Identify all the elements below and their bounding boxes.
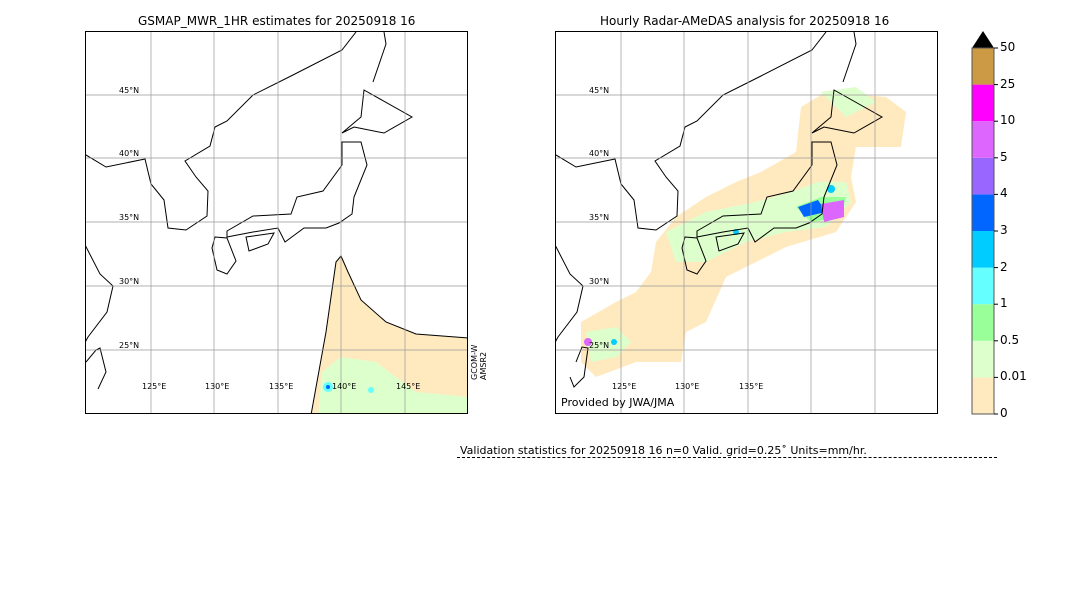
colorbar-segment (972, 377, 994, 414)
lat-label: 25°N (589, 341, 610, 350)
colorbar-tick-label: 0.5 (1000, 332, 1020, 347)
colorbar-tick-label: 50 (1000, 40, 1016, 54)
validation-statistics: Validation statistics for 20250918 16 n=… (460, 444, 867, 457)
right-map-title: Hourly Radar-AMeDAS analysis for 2025091… (600, 14, 890, 28)
precip-cell (611, 339, 617, 345)
precip-light-area (586, 327, 631, 362)
colorbar-tick-label: 3 (1000, 223, 1008, 237)
precip-cell (326, 385, 330, 389)
gridlines (86, 32, 467, 413)
lon-label: 125°E (612, 382, 637, 391)
data-credit: Provided by JWA/JMA (561, 396, 675, 409)
coastlines (86, 32, 414, 390)
lat-label: 40°N (589, 149, 610, 158)
lat-label: 35°N (119, 213, 140, 222)
colorbar-segment (972, 48, 994, 85)
colorbar-segment (972, 157, 994, 195)
colorbar-tick-label: 2 (1000, 259, 1008, 274)
sensor-name: AMSR2 (479, 351, 488, 380)
colorbar-tick-label: 25 (1000, 76, 1016, 91)
lat-label: 30°N (589, 277, 610, 286)
colorbar-segment (972, 84, 994, 122)
radar-canvas (556, 32, 937, 413)
colorbar (971, 31, 998, 415)
lat-label: 30°N (119, 277, 140, 286)
lon-label: 130°E (205, 382, 230, 391)
radar-amedas-map: 45°N 40°N 35°N 30°N 25°N 125°E 130°E 135… (555, 31, 938, 414)
colorbar-tick-label: 0 (1000, 406, 1008, 420)
dashed-divider (457, 457, 997, 458)
gridlines (556, 32, 937, 413)
lat-label: 45°N (589, 86, 610, 95)
lat-label: 25°N (119, 341, 140, 350)
gsmap-map: 45°N 40°N 35°N 30°N 25°N 125°E 130°E 135… (85, 31, 468, 414)
lon-label: 135°E (269, 382, 294, 391)
left-map-title: GSMAP_MWR_1HR estimates for 20250918 16 (138, 14, 416, 28)
colorbar-tick-label: 5 (1000, 149, 1008, 164)
colorbar-tick-label: 10 (1000, 113, 1016, 128)
lat-label: 35°N (589, 213, 610, 222)
precip-very-heavy (821, 200, 844, 222)
lat-label: 45°N (119, 86, 140, 95)
precip-cell (368, 387, 374, 393)
colorbar-segment (972, 231, 994, 268)
colorbar-segment (972, 304, 994, 341)
lon-label: 140°E (332, 382, 357, 391)
colorbar-extend-arrow (972, 31, 994, 48)
colorbar-segment (972, 194, 994, 231)
colorbar-segment (972, 340, 994, 378)
lon-label: 125°E (142, 382, 167, 391)
precip-light-area (821, 87, 876, 117)
precip-cell (584, 338, 592, 346)
colorbar-tick-label: 1 (1000, 296, 1008, 311)
precip-light-area (318, 357, 467, 413)
lat-label: 40°N (119, 149, 140, 158)
colorbar-tick-label: 4 (1000, 186, 1008, 201)
colorbar-segment (972, 121, 994, 158)
precip-cell (827, 185, 835, 193)
satellite-label: GCOM-W AMSR2 (470, 345, 488, 380)
precip-heavy (798, 200, 826, 217)
satellite-name: GCOM-W (470, 344, 479, 380)
colorbar-segment (972, 267, 994, 305)
lon-label: 145°E (396, 382, 421, 391)
lon-label: 135°E (739, 382, 764, 391)
gsmap-canvas (86, 32, 467, 413)
colorbar-tick-label: 0.01 (1000, 369, 1027, 384)
lon-label: 130°E (675, 382, 700, 391)
